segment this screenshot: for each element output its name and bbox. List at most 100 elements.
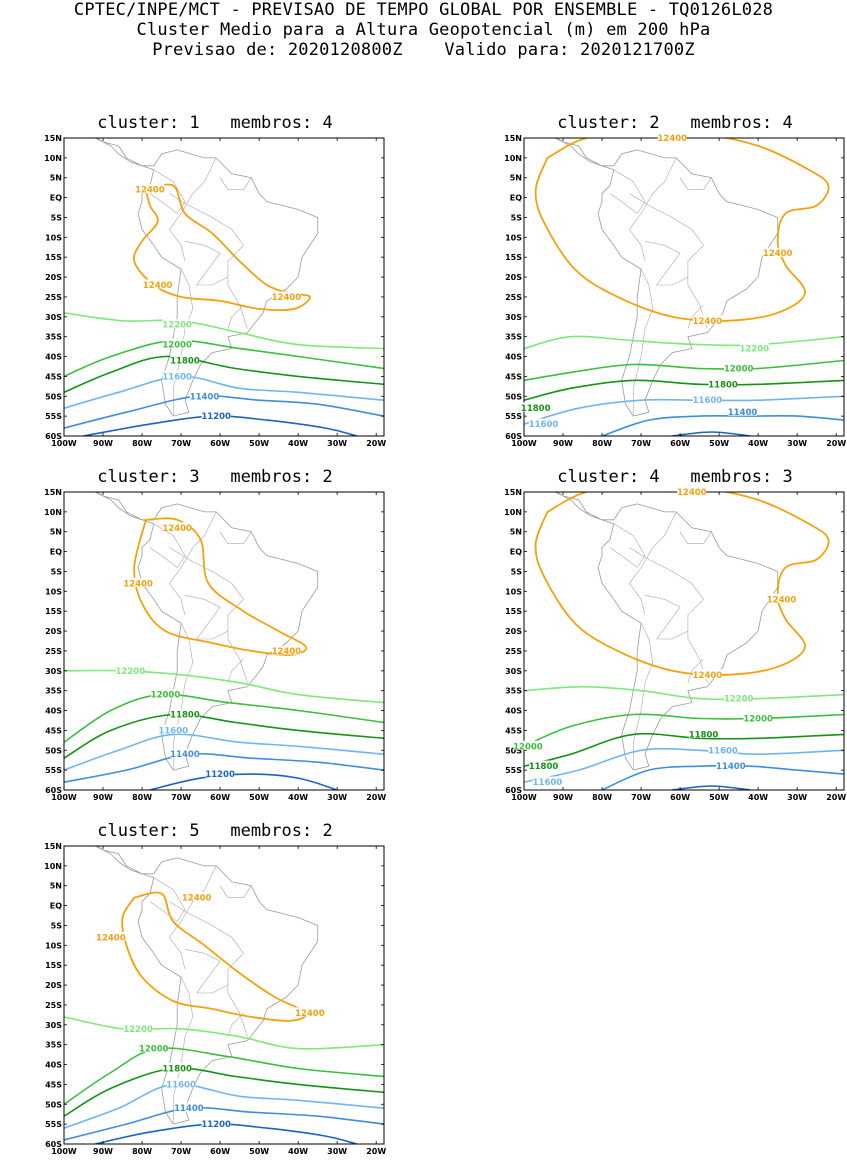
lon-tick-label: 20W xyxy=(366,439,386,448)
lon-tick-label: 80W xyxy=(592,793,612,802)
lon-tick-label: 100W xyxy=(511,439,537,448)
lat-tick-label: 5N xyxy=(50,174,62,183)
contour-label: 12400 xyxy=(143,281,173,291)
lat-tick-label: 60S xyxy=(45,1140,62,1149)
lat-tick-label: 40S xyxy=(505,707,522,716)
coastline xyxy=(535,138,779,417)
map-svg: 15N 10N 5N EQ 5S 10S 15S 20S 25S 30S 35S 40S 45S 50S 5… xyxy=(504,486,846,802)
lon-tick-label: 90W xyxy=(553,439,573,448)
contour-label: 12400 xyxy=(272,293,302,303)
lat-tick-label: 15N xyxy=(504,134,522,143)
lat-tick-label: 50S xyxy=(45,746,62,755)
panel-title: cluster: 2 membros: 4 xyxy=(557,113,793,133)
lon-tick-label: 90W xyxy=(93,793,113,802)
contour-label: 12400 xyxy=(123,579,153,589)
lon-tick-label: 50W xyxy=(249,793,269,802)
lat-tick-label: 5S xyxy=(51,567,63,576)
country-border xyxy=(169,157,217,262)
header-line-3: Previsao de: 2020120800Z Valido para: 20… xyxy=(152,40,695,60)
contour-label: 11600 xyxy=(166,1080,196,1090)
lon-tick-label: 100W xyxy=(51,793,77,802)
lat-tick-label: 15S xyxy=(505,253,522,262)
country-border xyxy=(169,901,248,1037)
contour-11600 xyxy=(524,747,844,783)
country-border xyxy=(679,177,712,190)
lon-tick-label: 80W xyxy=(592,439,612,448)
contour-label: 12400 xyxy=(182,894,212,904)
country-border xyxy=(687,658,704,683)
country-border xyxy=(687,304,704,329)
lon-tick-label: 60W xyxy=(210,793,230,802)
contour-11600 xyxy=(64,375,384,409)
country-border xyxy=(184,595,229,640)
map-panel-cluster-5: cluster: 5 membros: 2 15N 10N 5N EQ 5S 10S 15S… xyxy=(44,820,386,1160)
contour-label: 12400 xyxy=(763,249,793,259)
lon-tick-label: 40W xyxy=(748,439,768,448)
lat-tick-label: 5N xyxy=(510,174,522,183)
country-border xyxy=(219,531,252,544)
contour-label: 12200 xyxy=(739,345,769,355)
contour-label: 12400 xyxy=(693,317,723,327)
contour-label: 11600 xyxy=(693,396,723,406)
contour-label: 12000 xyxy=(151,691,181,701)
country-border xyxy=(629,511,677,616)
lon-tick-label: 90W xyxy=(553,793,573,802)
contour-label: 11400 xyxy=(170,750,200,760)
lat-tick-label: 5N xyxy=(50,528,62,537)
map-frame xyxy=(63,137,385,437)
lat-tick-label: 5S xyxy=(51,921,63,930)
panel-title: cluster: 3 membros: 2 xyxy=(97,467,333,487)
lat-tick-label: 30S xyxy=(45,313,62,322)
country-border xyxy=(219,885,252,898)
lat-tick-label: 35S xyxy=(45,333,62,342)
country-border xyxy=(173,976,194,1125)
lat-tick-label: 20S xyxy=(45,981,62,990)
lon-tick-label: 20W xyxy=(366,1147,386,1156)
lat-tick-label: 30S xyxy=(505,313,522,322)
coastline xyxy=(75,846,319,1125)
lat-tick-label: 60S xyxy=(505,786,522,795)
country-border xyxy=(169,865,217,970)
map-panel-cluster-2: cluster: 2 membros: 4 15N 10N 5N EQ 5S 10S 15S… xyxy=(504,112,846,452)
contour-12400 xyxy=(534,138,830,322)
lat-tick-label: 5S xyxy=(511,213,523,222)
lat-tick-label: 15N xyxy=(44,842,62,851)
lat-tick-label: 15S xyxy=(45,961,62,970)
lat-tick-label: 35S xyxy=(505,687,522,696)
lon-tick-label: 80W xyxy=(132,439,152,448)
panel-title: cluster: 5 membros: 2 xyxy=(97,821,333,841)
lon-tick-label: 30W xyxy=(327,793,347,802)
contour-label: 11400 xyxy=(716,762,746,772)
lat-tick-label: 55S xyxy=(45,1120,62,1129)
contour-11800 xyxy=(524,379,844,401)
contour-12000 xyxy=(524,359,844,382)
lat-tick-label: 25S xyxy=(45,293,62,302)
contour-label: 12000 xyxy=(162,341,192,351)
map-svg: 15N 10N 5N EQ 5S 10S 15S 20S 25S 30S 35S 40S 45S 50S 5… xyxy=(504,132,846,448)
lat-tick-label: EQ xyxy=(50,194,62,203)
lat-tick-label: 15N xyxy=(44,134,62,143)
lat-tick-label: 25S xyxy=(45,647,62,656)
contour-label: 12200 xyxy=(724,695,754,705)
contour-11200 xyxy=(149,773,338,790)
contour-label: 12400 xyxy=(658,134,688,144)
lat-tick-label: 5N xyxy=(510,528,522,537)
map-panel-cluster-4: cluster: 4 membros: 3 15N 10N 5N EQ 5S 10S 15S… xyxy=(504,466,846,806)
lon-tick-label: 80W xyxy=(132,1147,152,1156)
lat-tick-label: 10N xyxy=(504,508,522,517)
contour-label: 11800 xyxy=(689,730,719,740)
country-border xyxy=(633,622,654,771)
country-border xyxy=(629,193,708,329)
contour-12000 xyxy=(524,713,844,748)
lat-tick-label: 40S xyxy=(45,707,62,716)
contour-12400 xyxy=(121,891,308,1022)
contour-11600 xyxy=(524,395,844,425)
contour-11200 xyxy=(672,431,751,436)
lon-tick-label: 40W xyxy=(748,793,768,802)
lat-tick-label: 10N xyxy=(44,862,62,871)
contour-label: 11800 xyxy=(529,762,559,772)
contour-12000 xyxy=(64,693,384,743)
lon-tick-label: 50W xyxy=(249,1147,269,1156)
lat-tick-label: 40S xyxy=(45,1061,62,1070)
contour-label: 11400 xyxy=(728,408,758,418)
